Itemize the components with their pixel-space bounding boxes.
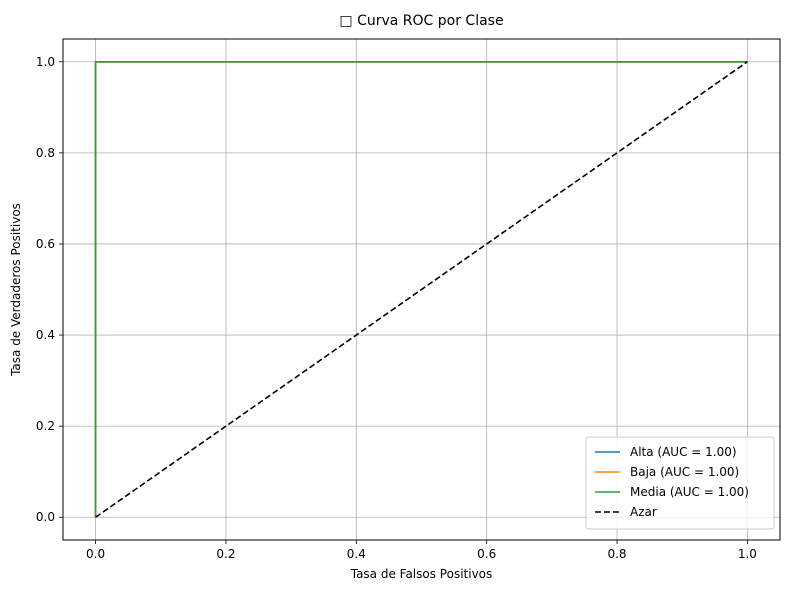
legend: Alta (AUC = 1.00) Baja (AUC = 1.00) Media … — [585, 436, 775, 530]
legend-label: Azar — [630, 505, 657, 519]
legend-label: Media (AUC = 1.00) — [630, 485, 749, 499]
x-axis-label: Tasa de Falsos Positivos — [350, 567, 493, 581]
y-axis-label: Tasa de Verdaderos Positivos — [9, 203, 23, 377]
y-tick-label: 0.8 — [36, 146, 55, 160]
series-line-media — [94, 60, 748, 518]
x-tick-label: 0.0 — [86, 547, 105, 561]
x-tick-label: 0.6 — [477, 547, 496, 561]
series-lines — [94, 60, 748, 518]
axis-ticks: 0.0 0.2 0.4 0.6 0.8 1.0 0.0 0.2 0.4 0.6 0.8 1.0 — [36, 55, 757, 561]
chart-title: □ Curva ROC por Clase — [339, 13, 503, 29]
legend-label: Baja (AUC = 1.00) — [630, 465, 739, 479]
x-tick-label: 1.0 — [738, 547, 757, 561]
y-tick-label: 0.2 — [36, 419, 55, 433]
y-tick-label: 0.6 — [36, 237, 55, 251]
x-tick-label: 0.8 — [607, 547, 626, 561]
y-tick-label: 0.0 — [36, 510, 55, 524]
x-tick-label: 0.2 — [216, 547, 235, 561]
plot-frame — [62, 38, 781, 541]
series-line-azar — [95, 61, 748, 518]
legend-box — [585, 436, 775, 530]
x-tick-label: 0.4 — [347, 547, 366, 561]
y-tick-label: 0.4 — [36, 328, 55, 342]
y-tick-label: 1.0 — [36, 55, 55, 69]
legend-label: Alta (AUC = 1.00) — [630, 445, 737, 459]
